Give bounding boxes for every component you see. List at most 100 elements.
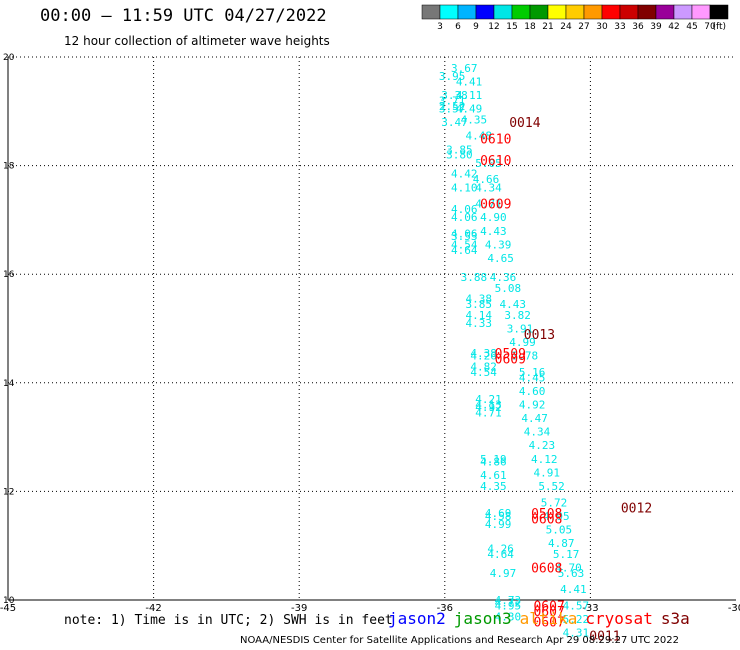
pass-time-label: 0508 (531, 507, 562, 522)
wave-height-value: 4.58 (485, 510, 512, 523)
wave-height-value: 4.23 (529, 439, 556, 452)
wave-height-value: 4.65 (487, 252, 514, 265)
wave-height-value: 2.52 (439, 100, 466, 113)
satellite-legend-item: cryosat (585, 609, 653, 628)
wave-height-value: 4.33 (466, 317, 493, 330)
wave-height-value: 4.21 (475, 393, 502, 406)
wave-height-value: 4.26 (487, 542, 514, 555)
footer-note: note: 1) Time is in UTC; 2) SWH is in fe… (64, 613, 393, 628)
wave-height-value: 4.48 (466, 130, 493, 143)
colorbar-tick-label: 15 (506, 22, 517, 32)
pass-time-label: 0609 (480, 198, 511, 213)
wave-height-value: 3.38 (441, 89, 468, 102)
pass-time-label: 0608 (531, 513, 562, 528)
wave-height-value: 4.92 (475, 401, 502, 414)
colorbar-swatch (655, 4, 675, 20)
y-tick-label: 20 (3, 53, 15, 63)
footer-credit: NOAA/NESDIS Center for Satellite Applica… (240, 635, 679, 646)
x-tick-label: -45 (0, 603, 16, 614)
wave-height-value: 4.42 (451, 168, 478, 181)
colorbar-swatch (439, 4, 459, 20)
wave-height-value: 4.13 (475, 399, 502, 412)
satellite-legend-item: altika (519, 609, 578, 628)
colorbar-swatch (673, 4, 693, 20)
colorbar-swatch (709, 4, 729, 20)
satellite-legend-item: jason3 (453, 609, 512, 628)
chart-subtitle: 12 hour collection of altimeter wave hei… (64, 34, 330, 48)
wave-height-value: 5.63 (558, 567, 585, 580)
pass-time-label: 0607 (533, 616, 564, 631)
gridlines (8, 56, 736, 600)
wave-height-value: 3.71 (439, 94, 466, 107)
wave-height-value: 4.38 (466, 293, 493, 306)
pass-time-label: 0013 (524, 328, 555, 343)
pass-time-label: 0011 (589, 629, 620, 644)
wave-height-value: 4.91 (533, 466, 560, 479)
wave-height-value: 4.69 (485, 507, 512, 520)
y-tick-label: 16 (3, 270, 15, 280)
pass-time-label: 0608 (531, 561, 562, 576)
wave-height-value: 4.72 (495, 597, 522, 610)
axis-ticks: -45 -42 -39 -36 -33 -30 10 12 14 16 18 20 (0, 53, 740, 614)
wave-height-value: 4.57 (563, 599, 590, 612)
colorbar-swatch (421, 4, 441, 20)
wave-height-value: 4.64 (487, 548, 514, 561)
wave-height-value: 4.99 (485, 518, 512, 531)
x-tick-label: -33 (582, 603, 598, 614)
wave-height-value: 4.86 (480, 456, 507, 469)
wave-height-value: 4.90 (480, 211, 507, 224)
wave-height-value: 4.10 (451, 181, 478, 194)
wave-height-value: 5.17 (553, 548, 580, 561)
y-tick-label: 12 (3, 487, 14, 497)
pass-time-labels: 0014061006100609001305090609001205080608… (480, 116, 652, 644)
colorbar-tick-label: 24 (560, 22, 572, 32)
colorbar-tick-label: 12 (488, 22, 499, 32)
wave-height-value: 3.57 (439, 103, 466, 116)
pass-time-label: 0607 (533, 605, 564, 620)
x-tick-label: -42 (145, 603, 161, 614)
colorbar-tick-label: 3 (437, 22, 443, 32)
wave-height-value: 3.85 (466, 298, 493, 311)
x-tick-label: -39 (291, 603, 307, 614)
pass-time-label: 0014 (509, 116, 540, 131)
colorbar-tick-label: 33 (614, 22, 625, 32)
wave-height-value: 3.53 (451, 230, 478, 243)
wave-height-value: 3.78 (512, 350, 539, 363)
colorbar-swatch (691, 4, 711, 20)
wave-height-value: 4.35 (480, 480, 507, 493)
wave-height-value: 4.87 (548, 537, 575, 550)
wave-height-value: 3.67 (451, 62, 478, 75)
wave-height-value: 4.06 (451, 211, 478, 224)
colorbar-swatch (457, 4, 477, 20)
wave-height-value: 3.88 (461, 271, 488, 284)
wave-height-value: 4.35 (461, 113, 488, 126)
wave-height-value: 4.34 (524, 426, 551, 439)
colorbar-tick-label: 70 (704, 22, 716, 32)
pass-time-label: 0509 (495, 347, 526, 362)
colorbar-unit-label: (ft) (712, 22, 726, 32)
wave-height-value: 5.72 (541, 496, 568, 509)
wave-height-value: 4.71 (475, 198, 502, 211)
colorbar-tick-label: 6 (455, 22, 461, 32)
wave-height-value: 4.11 (456, 89, 483, 102)
wave-height-value: 4.43 (499, 298, 526, 311)
wave-height-value: 4.31 (563, 627, 590, 640)
colorbar-tick-label: 21 (542, 22, 553, 32)
pass-time-label: 0607 (533, 599, 564, 614)
wave-height-value: 4.41 (456, 75, 483, 88)
wave-height-value: 4.14 (466, 309, 493, 322)
colorbar-tick-label: 42 (668, 22, 679, 32)
satellite-legend-item: jason2 (388, 609, 446, 628)
y-tick-label: 18 (3, 162, 15, 172)
wave-height-value: 4.61 (480, 469, 507, 482)
colorbar-tick-label: 18 (524, 22, 536, 32)
colorbar-swatch (601, 4, 621, 20)
colorbar-swatch (475, 4, 495, 20)
colorbar-swatch (637, 4, 657, 20)
wave-height-value: 4.66 (473, 173, 500, 186)
colorbar-tick-label: 9 (473, 22, 479, 32)
wave-height-value: 5.22 (563, 613, 590, 626)
wave-height-value: 4.39 (485, 238, 512, 251)
wave-height-value: 4.54 (451, 238, 478, 251)
